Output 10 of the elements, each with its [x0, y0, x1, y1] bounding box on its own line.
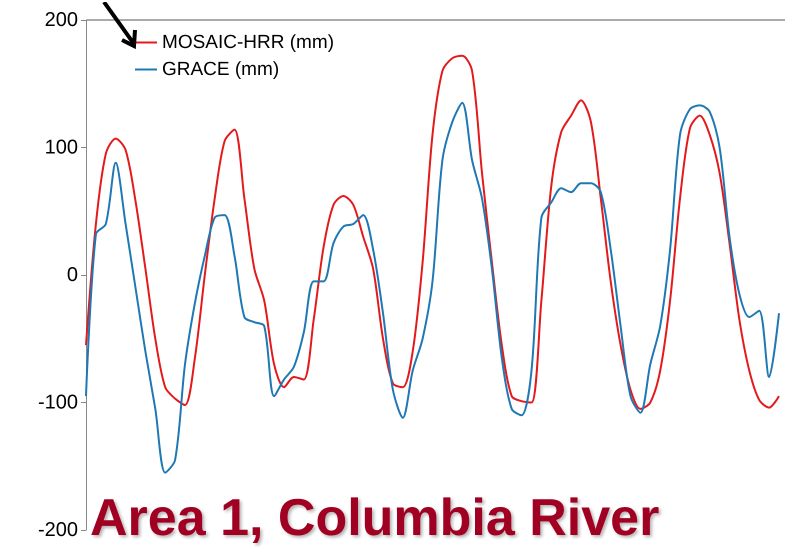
y-tick-label: 0: [66, 264, 78, 286]
y-tick-label: -200: [38, 519, 78, 541]
line-series: [85, 102, 780, 474]
legend-label: GRACE (mm): [162, 59, 280, 80]
y-tick-label: 200: [44, 9, 78, 31]
annotation: Area 1, Columbia River: [90, 489, 660, 547]
y-tick-label: 100: [44, 136, 78, 158]
y-tick-label: -100: [38, 392, 78, 414]
legend-label: MOSAIC-HRR (mm): [162, 32, 334, 53]
line-series: [85, 54, 780, 410]
